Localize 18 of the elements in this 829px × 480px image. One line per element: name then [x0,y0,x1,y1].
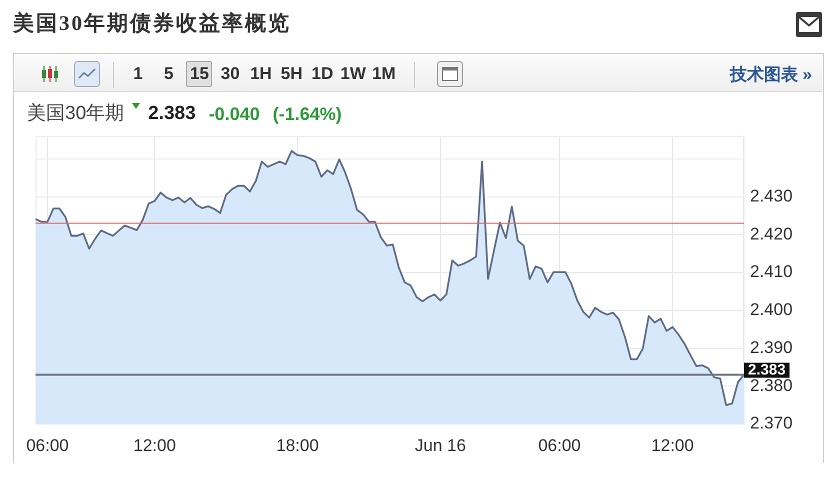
text: 1 5 15 30 1H 5H 1D 1W 1M [133,64,396,83]
y-tick-label: 2.420 [750,224,793,244]
x-tick-label: 12:00 [651,436,694,455]
y-tick-label: 2.370 [750,414,793,433]
y-tick-label: 2.390 [750,338,793,357]
y-tick-label: 2.400 [750,300,793,320]
y-tick-label: 2.430 [750,186,793,206]
x-tick-label: 12:00 [133,436,176,455]
y-tick-label: 2.380 [750,376,793,395]
chart-title: 美国30年期债券收益率概览 [13,10,291,36]
text: 技术图表 » [730,64,812,86]
x-tick-label: 06:00 [26,436,69,455]
x-tick-label: 06:00 [538,436,581,455]
y-tick-label: 2.410 [750,262,793,282]
x-tick-label: 18:00 [276,436,319,455]
text: 美国30年期 2.383 -0.040 (-1.64%) [27,103,342,124]
ref-line-label: 2.383 [748,361,786,378]
x-tick-label: Jun 16 [414,436,466,455]
